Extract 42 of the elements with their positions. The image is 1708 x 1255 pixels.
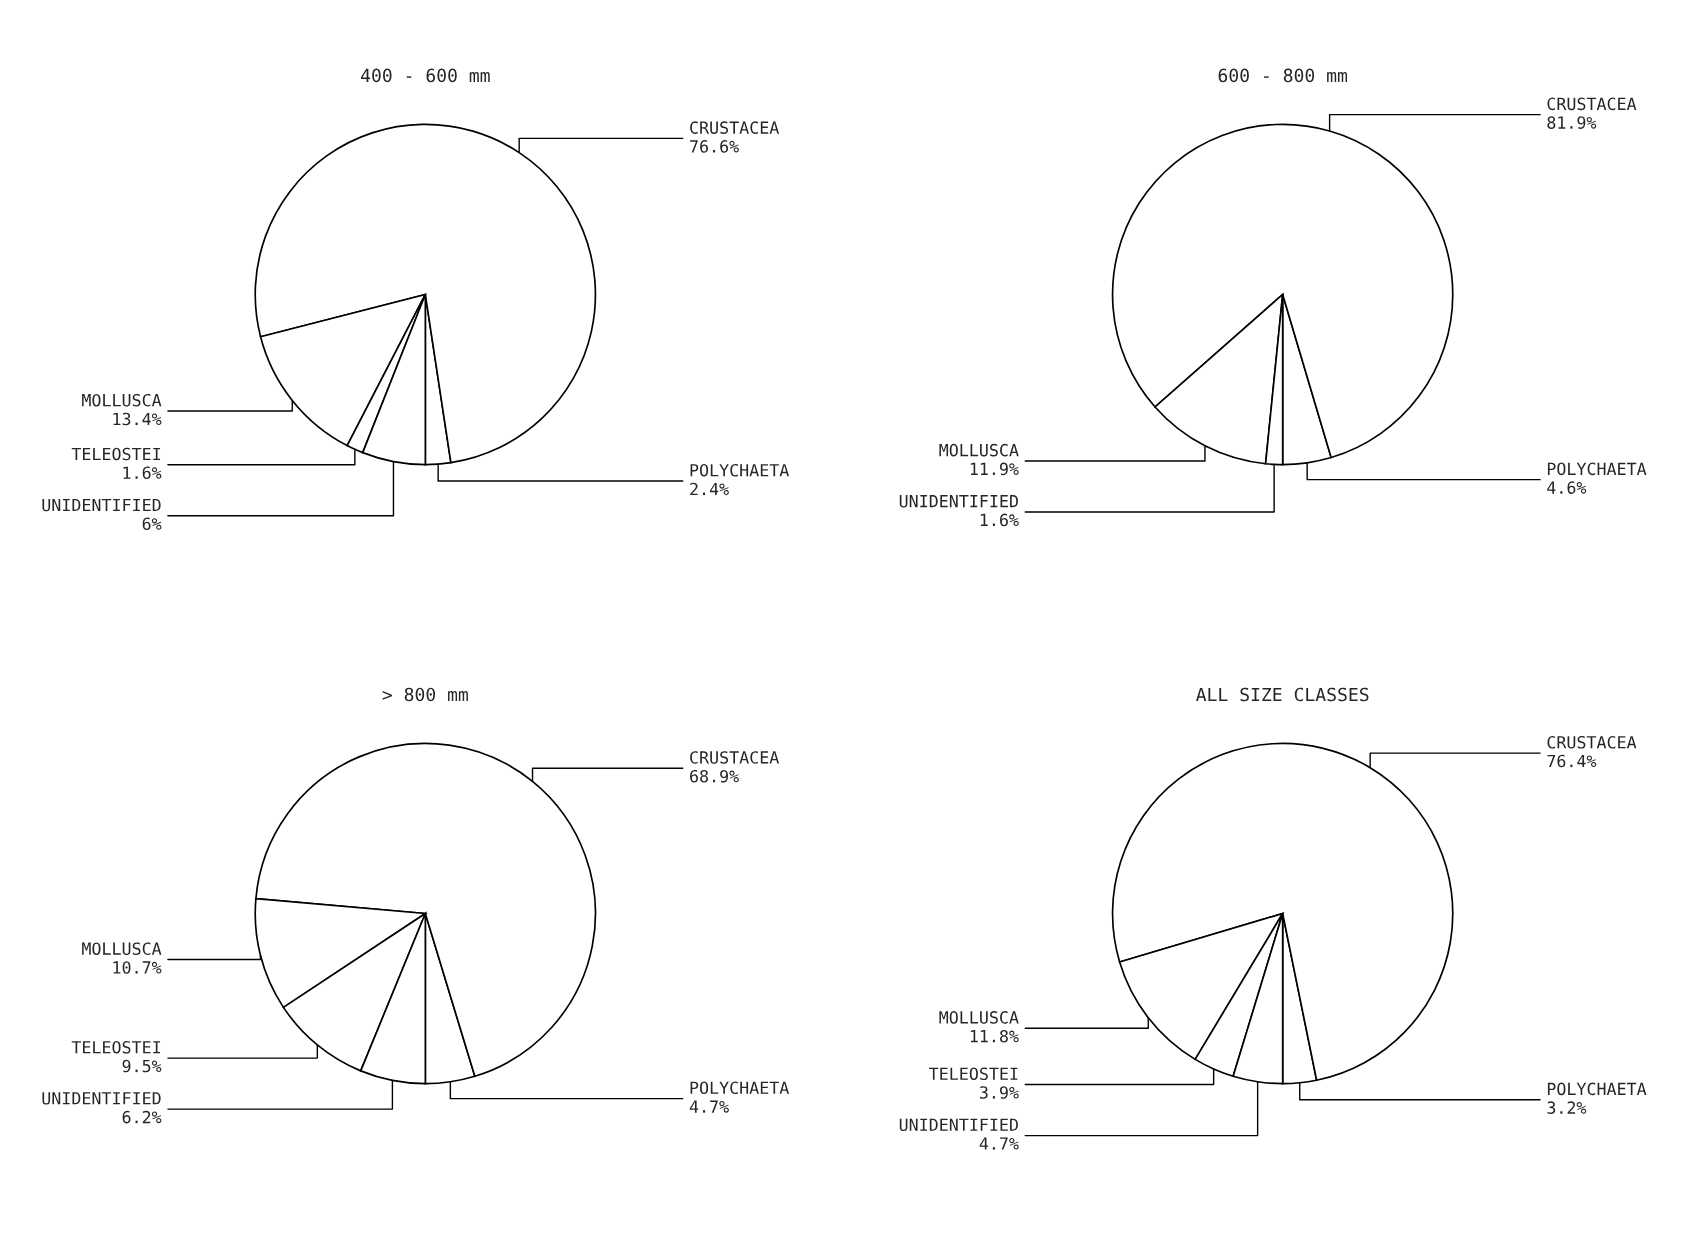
data-label: 1.6% [980,513,1019,527]
data-label: 13.4% [113,412,162,426]
slice-label: UNIDENTIFIED [42,498,161,512]
data-label: 76.4% [1547,754,1597,768]
data-label: 2.4% [690,482,729,496]
data-label: 1.6% [123,466,162,480]
data-label: 10.7% [113,961,162,974]
slice-label: MOLLUSCA [82,942,162,955]
slice-label: CRUSTACEA [690,751,780,764]
slice-label: CRUSTACEA [1547,97,1637,111]
slice-label: CRUSTACEA [1547,735,1637,749]
chart-title: ALL SIZE CLASSES [1196,687,1369,702]
chart-title: 400 - 600 mm [361,68,490,83]
data-label: 68.9% [690,769,739,783]
data-label: 6% [142,517,162,531]
data-label: 6.2% [122,1110,162,1124]
slice-label: TELEOSTEI [929,1067,1018,1081]
data-label: 3.2% [1547,1101,1587,1114]
data-label: 81.9% [1547,116,1597,129]
data-label: 4.7% [689,1100,729,1113]
data-label: 9.5% [122,1059,162,1073]
slice-label: TELEOSTEI [71,1040,161,1054]
chart-title: > 800 mm [382,687,468,702]
slice-label: MOLLUSCA [82,393,162,407]
data-label: 3.9% [979,1086,1019,1099]
slice-label: POLYCHAETA [690,463,790,477]
data-label: 11.9% [970,462,1019,476]
slice-label: UNIDENTIFIED [899,1118,1018,1132]
chart-title: 600 - 800 mm [1218,68,1348,83]
slice-label: POLYCHAETA [1547,462,1647,476]
slice-label: MOLLUSCA [939,443,1019,457]
slice-label: UNIDENTIFIED [899,495,1018,508]
data-label: 76.6% [690,140,739,153]
slice-label: UNIDENTIFIED [42,1092,161,1105]
slice-label: MOLLUSCA [939,1011,1019,1024]
slice-label: TELEOSTEI [71,447,161,461]
slice-label: POLYCHAETA [1547,1082,1647,1096]
data-label: 4.7% [979,1137,1019,1150]
slice-label: POLYCHAETA [690,1081,790,1095]
data-label: 4.6% [1547,481,1587,494]
slice-label: CRUSTACEA [690,121,780,134]
data-label: 11.8% [970,1029,1019,1043]
